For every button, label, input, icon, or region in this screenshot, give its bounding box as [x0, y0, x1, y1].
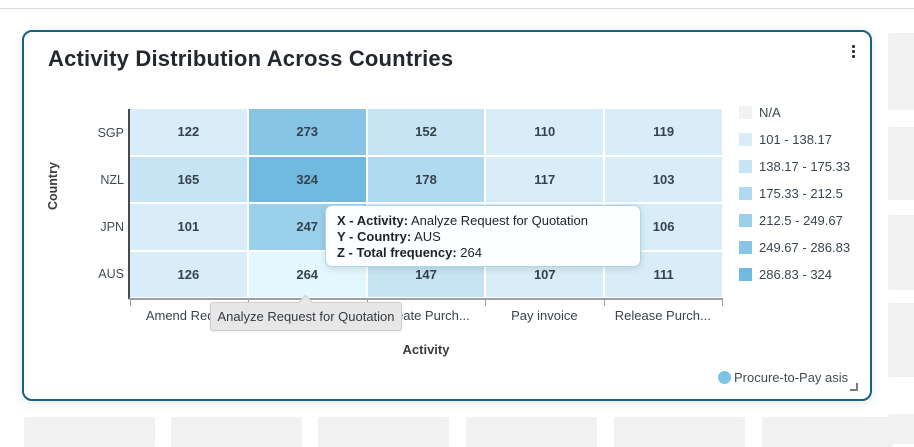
- heatmap-cell[interactable]: 122: [130, 109, 247, 155]
- heatmap-cell[interactable]: 324: [248, 156, 366, 202]
- heatmap-grid: 122 273 152 110 119 165 324 178 117 103 101 247 106 1…: [130, 109, 722, 297]
- legend-label: 138.17 - 175.33: [759, 158, 851, 174]
- placeholder-block: [24, 417, 155, 447]
- placeholder-block: [888, 127, 914, 200]
- x-axis-title: Activity: [402, 342, 450, 357]
- legend-item[interactable]: 212.5 - 249.67: [739, 210, 843, 230]
- y-axis-title: Country: [46, 162, 60, 210]
- heatmap-cell[interactable]: 273: [248, 109, 366, 155]
- hover-tooltip: X - Activity: Analyze Request for Quotat…: [325, 205, 641, 267]
- y-axis-label-nzl: NZL: [100, 172, 124, 187]
- legend-swatch-icon: [739, 267, 752, 281]
- heatmap-cell[interactable]: 152: [367, 109, 485, 155]
- legend-swatch-icon: [739, 186, 752, 200]
- chart-card: Activity Distribution Across Countries C…: [22, 30, 872, 401]
- placeholder-block: [171, 417, 302, 447]
- heatmap-cell[interactable]: 110: [486, 109, 604, 155]
- top-divider: [0, 8, 914, 9]
- placeholder-block: [888, 33, 914, 110]
- legend-label: 101 - 138.17: [759, 131, 833, 147]
- legend-swatch-icon: [739, 132, 752, 146]
- y-axis-label-aus: AUS: [98, 266, 124, 281]
- x-axis-label[interactable]: Release Purch...: [614, 308, 711, 323]
- placeholder-block: [762, 417, 893, 447]
- x-axis-line: [129, 298, 723, 300]
- x-axis-label[interactable]: Pay invoice: [511, 308, 578, 323]
- heatmap-cell[interactable]: 178: [367, 156, 485, 202]
- heatmap-cell[interactable]: 117: [486, 156, 604, 202]
- tooltip-line-x: X - Activity: Analyze Request for Quotat…: [337, 213, 588, 228]
- placeholder-block: [888, 215, 914, 290]
- tooltip-line-z: Z - Total frequency: 264: [337, 245, 482, 260]
- legend-item[interactable]: 286.83 - 324: [739, 264, 832, 284]
- legend-label: 286.83 - 324: [759, 266, 833, 282]
- heatmap-cell[interactable]: 103: [605, 156, 722, 202]
- placeholder-block: [888, 303, 914, 377]
- placeholder-block: [614, 417, 745, 447]
- legend-swatch-icon: [739, 213, 752, 227]
- series-legend[interactable]: Procure-to-Pay asis: [718, 370, 848, 385]
- x-axis-tick: [130, 298, 131, 306]
- heatmap-cell[interactable]: 119: [605, 109, 722, 155]
- legend-label: 212.5 - 249.67: [759, 212, 843, 228]
- legend-label: 175.33 - 212.5: [759, 185, 843, 201]
- x-axis-tick: [722, 298, 723, 306]
- tooltip-line-y: Y - Country: AUS: [337, 229, 441, 244]
- heatmap-cell[interactable]: 126: [130, 251, 247, 297]
- legend-swatch-icon: [739, 105, 752, 119]
- placeholder-block: [466, 417, 597, 447]
- y-axis-label-sgp: SGP: [97, 125, 124, 140]
- legend-item[interactable]: 138.17 - 175.33: [739, 156, 850, 176]
- legend-label: N/A: [759, 104, 781, 120]
- x-axis-tick: [485, 298, 487, 306]
- heatmap-cell[interactable]: 101: [130, 204, 247, 250]
- dashboard-page: Activity Distribution Across Countries C…: [0, 8, 914, 447]
- y-axis-labels: SGP NZL JPN AUS: [82, 109, 124, 297]
- legend-label: 249.67 - 286.83: [759, 239, 851, 255]
- legend-swatch-icon: [739, 159, 752, 173]
- y-axis-label-jpn: JPN: [100, 219, 124, 234]
- y-axis-line: [128, 109, 130, 299]
- series-legend-dot-icon: [718, 371, 731, 384]
- x-axis-label[interactable]: Create Purch...: [382, 308, 470, 323]
- legend-item[interactable]: N/A: [739, 102, 781, 122]
- heatmap-cell[interactable]: 165: [130, 156, 247, 202]
- series-legend-label: Procure-to-Pay asis: [734, 370, 849, 385]
- legend-item[interactable]: 249.67 - 286.83: [739, 237, 850, 257]
- resize-handle-icon[interactable]: [850, 383, 858, 391]
- x-axis-tick: [603, 298, 605, 306]
- placeholder-block: [318, 417, 449, 447]
- legend-swatch-icon: [739, 240, 752, 254]
- chart-title: Activity Distribution Across Countries: [48, 46, 454, 71]
- kebab-menu-icon[interactable]: [844, 40, 862, 62]
- legend-item[interactable]: 175.33 - 212.5: [739, 183, 843, 203]
- legend-item[interactable]: 101 - 138.17: [739, 129, 832, 149]
